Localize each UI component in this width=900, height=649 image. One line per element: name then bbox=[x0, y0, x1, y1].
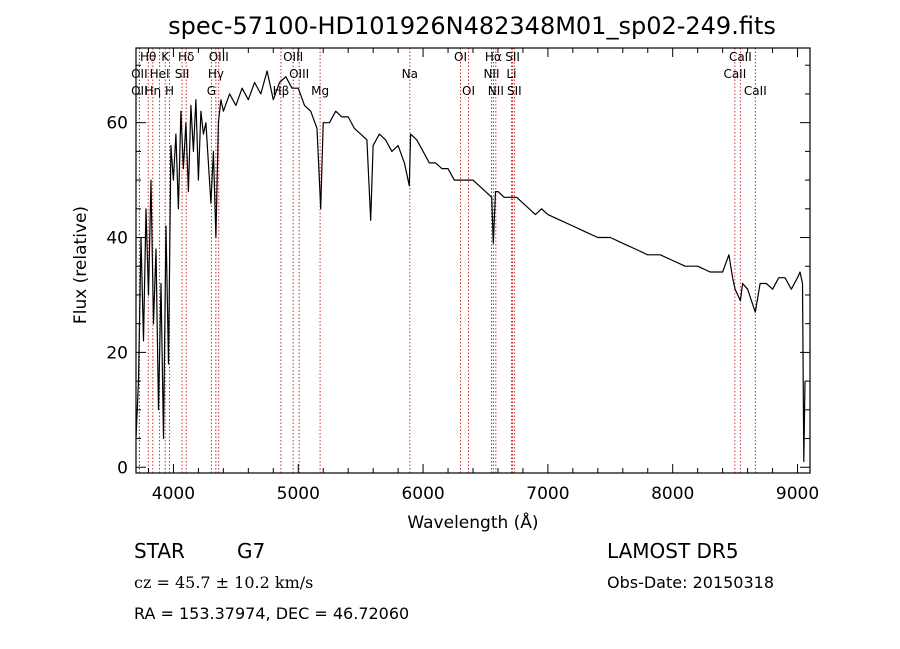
x-tick-label: 7000 bbox=[526, 484, 569, 504]
line-marker-label: H bbox=[165, 84, 174, 98]
spectral-line-markers bbox=[138, 48, 756, 473]
line-marker-label: SII bbox=[505, 50, 520, 64]
line-marker-label: CaII bbox=[744, 84, 767, 98]
x-tick-label: 9000 bbox=[776, 484, 819, 504]
line-marker-label: Hδ bbox=[178, 50, 194, 64]
chart-title: spec-57100-HD101926N482348M01_sp02-249.f… bbox=[168, 12, 776, 40]
line-marker-label: NII bbox=[483, 67, 499, 81]
y-tick-label: 60 bbox=[106, 114, 128, 134]
redshift-velocity: cz = 45.7 ± 10.2 km/s bbox=[134, 573, 313, 592]
line-marker-label: OIII bbox=[209, 50, 229, 64]
line-marker-label: OI bbox=[462, 84, 475, 98]
line-marker-label: SII bbox=[175, 67, 190, 81]
line-marker-label: OIII bbox=[283, 50, 303, 64]
line-marker-label: G bbox=[207, 84, 216, 98]
line-marker-label: Na bbox=[402, 67, 418, 81]
object-subclass: G7 bbox=[237, 539, 265, 563]
line-marker-label: OII bbox=[131, 84, 148, 98]
y-axis-label: Flux (relative) bbox=[71, 206, 91, 324]
spectrum-line bbox=[135, 70, 806, 463]
survey-name: LAMOST DR5 bbox=[607, 539, 739, 563]
x-tick-label: 5000 bbox=[277, 484, 320, 504]
line-marker-label: Li bbox=[506, 67, 516, 81]
x-tick-label: 6000 bbox=[401, 484, 444, 504]
x-tick-label: 8000 bbox=[651, 484, 694, 504]
line-marker-label: OI bbox=[454, 50, 467, 64]
line-marker-label: Hθ bbox=[140, 50, 156, 64]
line-marker-label: OIII bbox=[289, 67, 309, 81]
line-marker-label: CaII bbox=[729, 50, 752, 64]
x-axis-ticks: 4000 5000 6000 7000 8000 9000 bbox=[147, 48, 819, 504]
coordinates: RA = 153.37974, DEC = 46.72060 bbox=[134, 604, 409, 623]
y-tick-label: 0 bbox=[117, 458, 128, 478]
x-tick-label: 4000 bbox=[152, 484, 195, 504]
line-marker-label: Mg bbox=[311, 84, 329, 98]
y-tick-label: 20 bbox=[106, 343, 128, 363]
line-marker-label: Hγ bbox=[208, 67, 224, 81]
line-marker-label: HeI bbox=[150, 67, 170, 81]
line-marker-label: Hβ bbox=[273, 84, 290, 98]
y-axis-ticks: 0 20 40 60 bbox=[106, 64, 810, 478]
object-class: STAR bbox=[134, 539, 185, 563]
observation-date: Obs-Date: 20150318 bbox=[607, 573, 774, 592]
line-marker-label: OII bbox=[131, 67, 148, 81]
line-marker-label: SII bbox=[507, 84, 522, 98]
line-marker-label: Hη bbox=[145, 84, 162, 98]
spectral-line-labels: Hθ OII OII K HeI Hη H Hδ SII OIII Hγ G OIII OIII Hβ Mg N… bbox=[131, 50, 767, 98]
y-tick-label: 40 bbox=[106, 229, 128, 249]
x-axis-label: Wavelength (Å) bbox=[407, 511, 538, 533]
line-marker-label: CaII bbox=[723, 67, 746, 81]
line-marker-label: NII bbox=[488, 84, 504, 98]
line-marker-label: Hα bbox=[485, 50, 502, 64]
line-marker-label: K bbox=[161, 50, 170, 64]
